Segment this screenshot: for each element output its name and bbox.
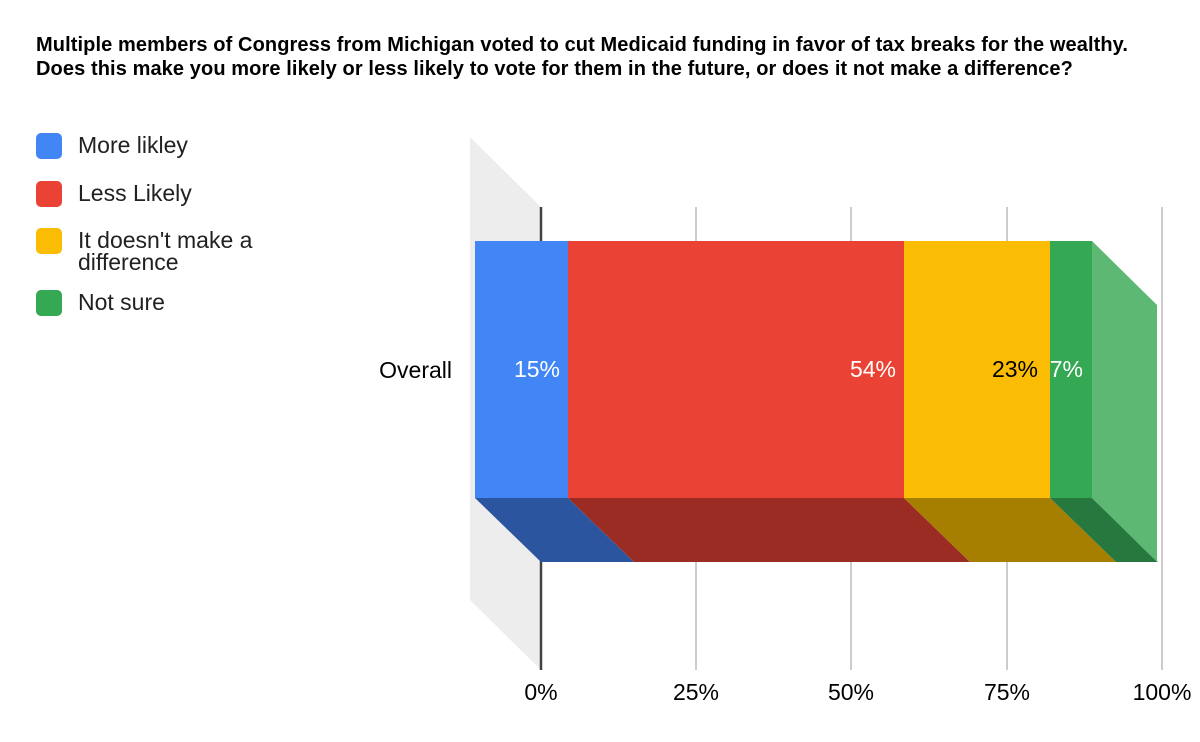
value-label-less-likely: 54% — [850, 356, 896, 382]
chart-title: Multiple members of Congress from Michig… — [36, 34, 1129, 80]
legend-label-not-sure: Not sure — [78, 289, 165, 315]
legend-swatch-more-likely-icon — [36, 133, 62, 159]
bevel-more-likely — [475, 498, 634, 562]
bevel-not-sure — [1050, 498, 1158, 562]
bar-segment-no-difference — [904, 241, 1050, 498]
x-axis-tick-labels: 0% 25% 50% 75% 100% — [524, 679, 1191, 705]
legend-label-more-likely: More likley — [78, 132, 188, 158]
value-label-no-difference: 23% — [992, 356, 1038, 382]
x-tick-25: 25% — [673, 679, 719, 705]
bar-segment-more-likely — [475, 241, 568, 498]
bevel-no-difference — [904, 498, 1116, 562]
x-tick-100: 100% — [1133, 679, 1192, 705]
legend-swatch-no-difference-icon — [36, 228, 62, 254]
legend-swatch-less-likely-icon — [36, 181, 62, 207]
bevel-less-likely — [568, 498, 970, 562]
value-label-more-likely: 15% — [514, 356, 560, 382]
legend-item-not-sure: Not sure — [36, 290, 165, 316]
legend-label-no-difference: It doesn't make a difference — [78, 227, 253, 275]
legend-item-no-difference: It doesn't make a difference — [36, 227, 283, 275]
bar-value-labels: 15% 54% 23% 7% — [514, 356, 1083, 382]
bar-segments — [475, 241, 1092, 498]
legend-item-more-likely: More likley — [36, 133, 188, 159]
bar-bevels — [475, 498, 1158, 562]
bar-side-face-not-sure — [1092, 241, 1157, 562]
value-label-not-sure: 7% — [1050, 356, 1083, 382]
legend-label-less-likely: Less Likely — [78, 180, 192, 206]
bar-segment-not-sure — [1050, 241, 1092, 498]
x-tick-50: 50% — [828, 679, 874, 705]
bar-segment-less-likely — [568, 241, 904, 498]
legend-item-less-likely: Less Likely — [36, 181, 192, 207]
x-tick-0: 0% — [524, 679, 557, 705]
legend-swatch-not-sure-icon — [36, 290, 62, 316]
category-label-overall: Overall — [379, 357, 452, 383]
x-tick-75: 75% — [984, 679, 1030, 705]
